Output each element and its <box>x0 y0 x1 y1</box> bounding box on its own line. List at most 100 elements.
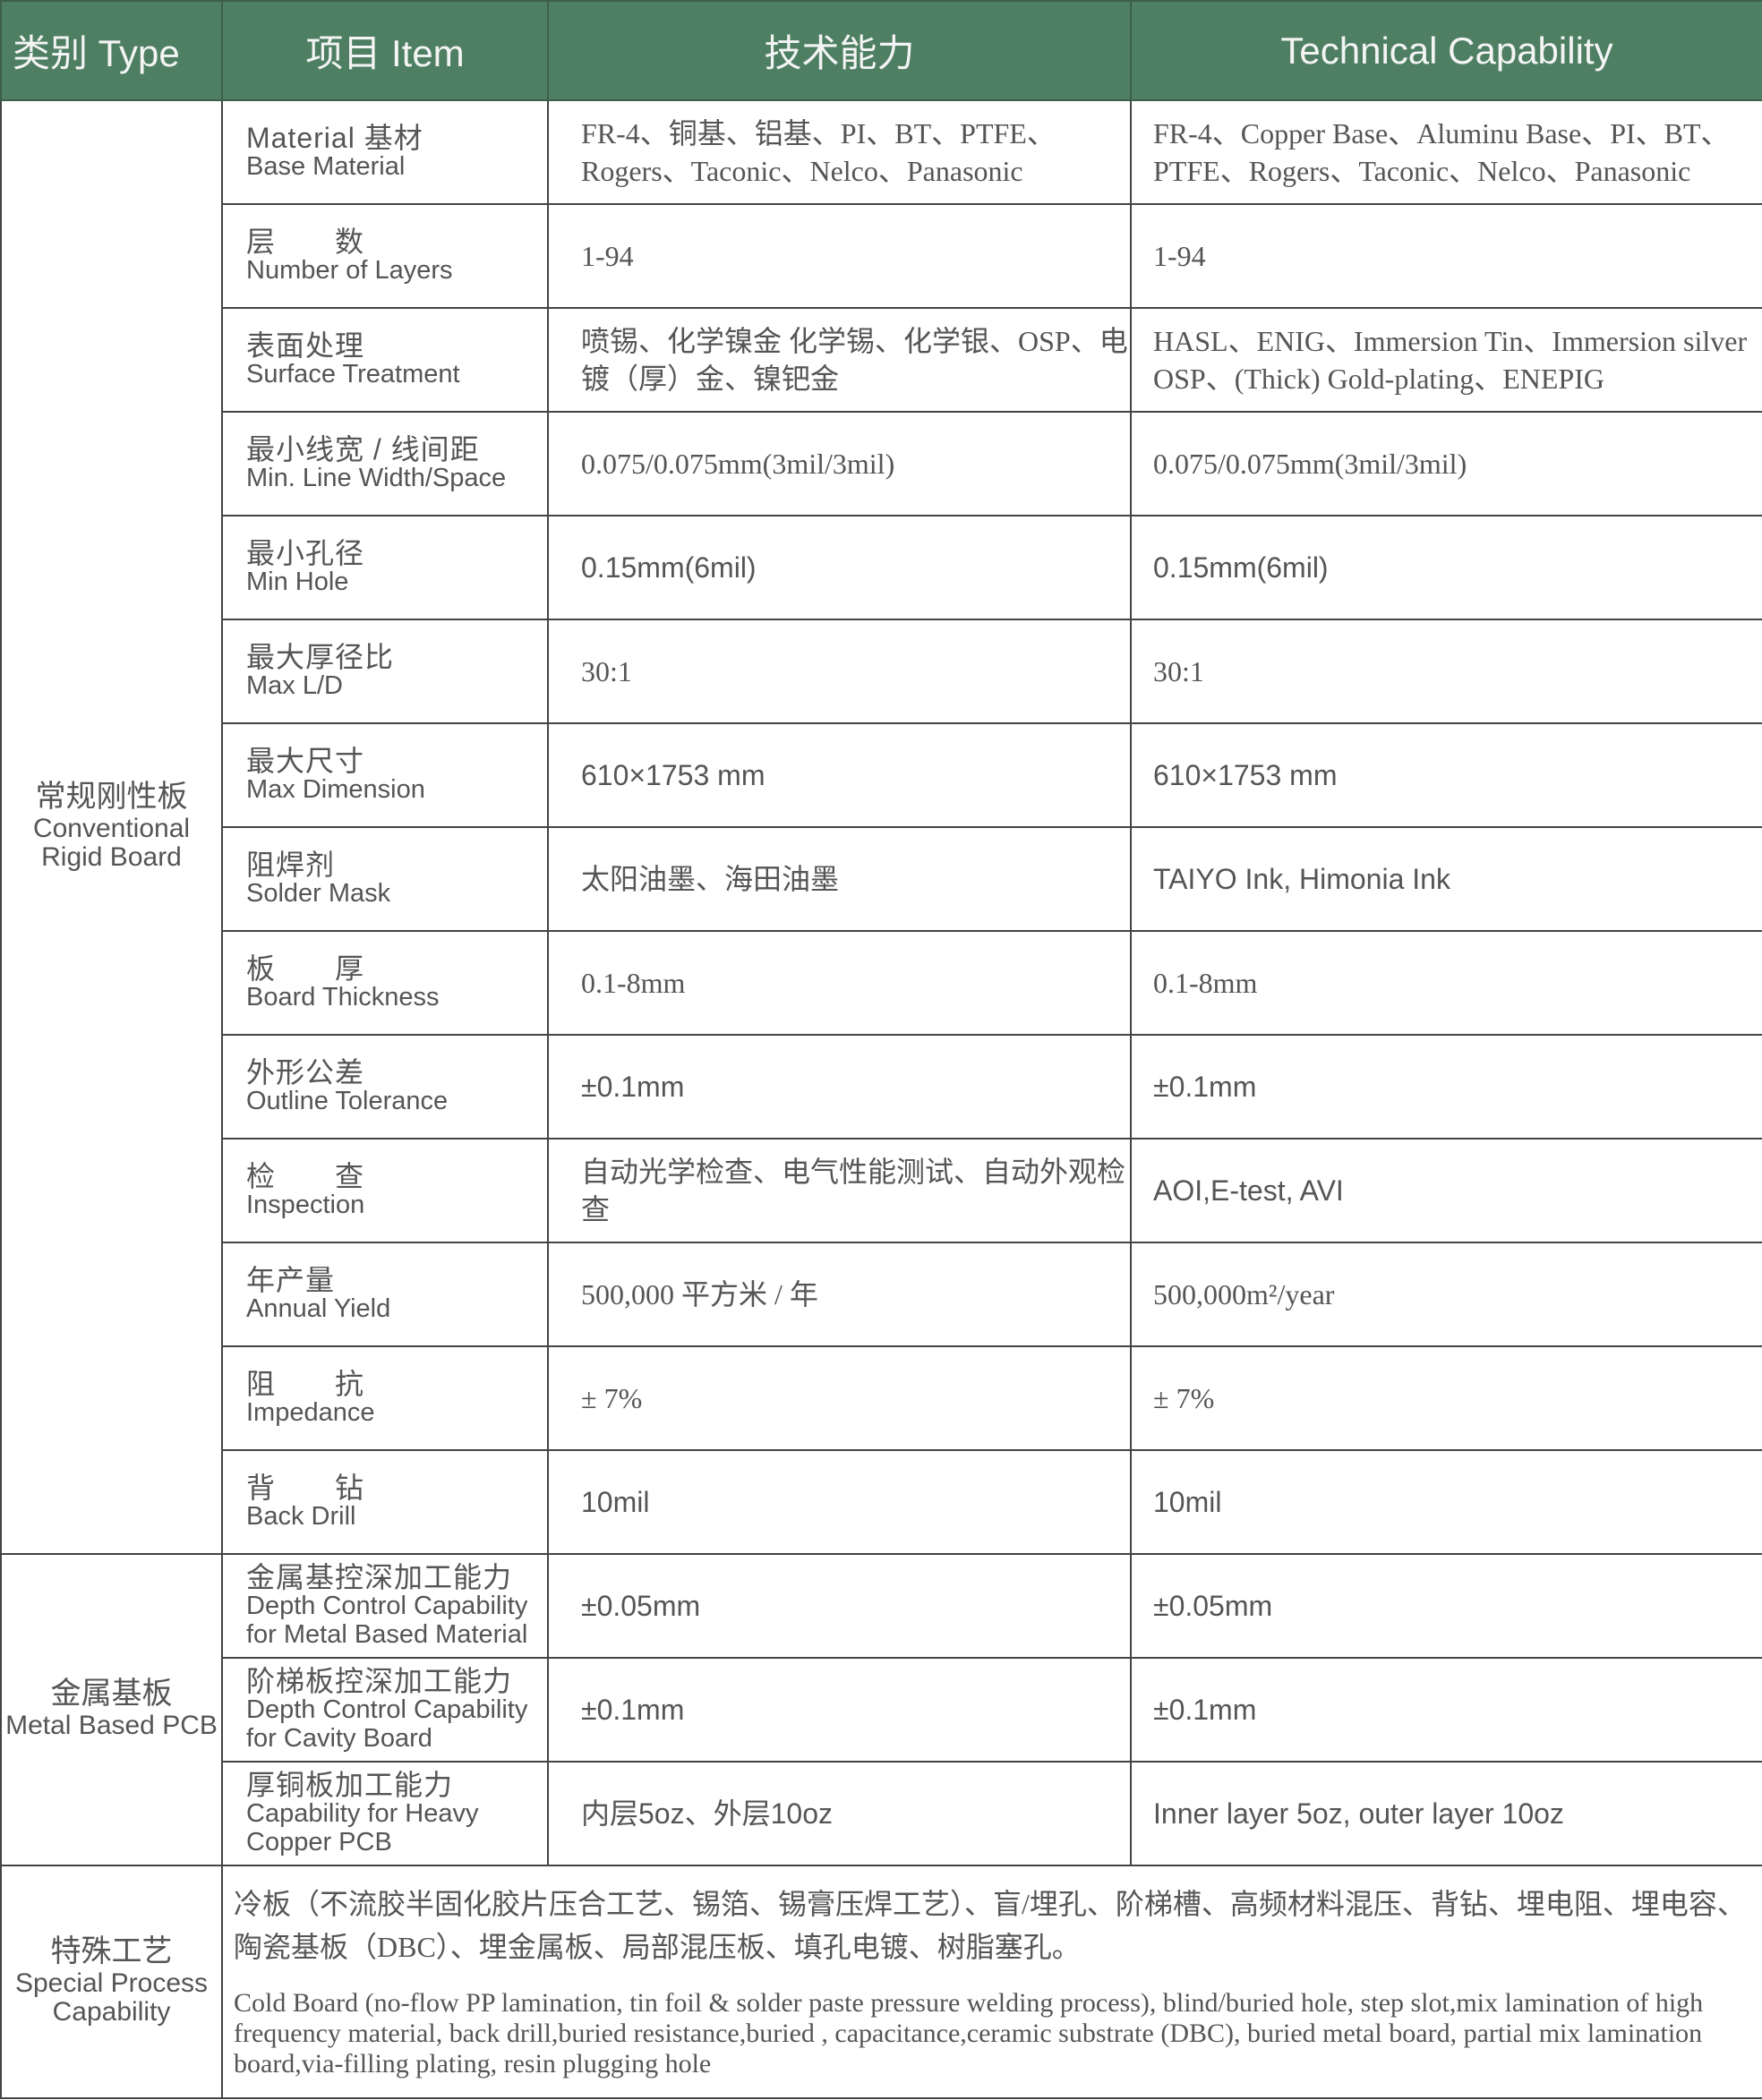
item-cell: 年产量 Annual Yield <box>221 1242 549 1347</box>
item-en: Impedance <box>246 1398 375 1427</box>
item-zh: 检 查 <box>246 1160 365 1192</box>
item-en: Max Dimension <box>246 775 425 804</box>
item-cell: 检 查 Inspection <box>221 1138 549 1243</box>
item-cell: 最大厚径比 Max L/D <box>221 619 549 724</box>
table-row: 层 数 Number of Layers 1-94 1-94 <box>1 203 1762 309</box>
table-row: 阶梯板控深加工能力 Depth Control Capability for C… <box>1 1657 1762 1763</box>
table-row: 表面处理 Surface Treatment 喷锡、化学镍金 化学锡、化学银、O… <box>1 307 1762 413</box>
capability-en: ±0.1mm <box>1130 1034 1762 1140</box>
item-en: Inspection <box>246 1191 365 1219</box>
item-cell: 阶梯板控深加工能力 Depth Control Capability for C… <box>221 1657 549 1763</box>
capability-zh: 610×1753 mm <box>547 722 1132 828</box>
item-zh: 最大尺寸 <box>246 745 365 777</box>
category-cell: 特殊工艺 Special Process Capability <box>0 1865 223 2099</box>
special-row: 特殊工艺 Special Process Capability 冷板（不流胶半固… <box>0 1865 1762 2099</box>
table-row: 最小孔径 Min Hole 0.15mm(6mil) 0.15mm(6mil) <box>1 515 1762 620</box>
item-zh: 最小孔径 <box>246 537 365 569</box>
table-row: 常规刚性板 Conventional Rigid Board Material … <box>0 99 1762 1555</box>
capability-zh: ±0.1mm <box>547 1657 1132 1763</box>
category-cell: 常规刚性板 Conventional Rigid Board <box>0 99 223 1555</box>
item-cell: 背 钻 Back Drill <box>221 1449 549 1555</box>
item-en: Surface Treatment <box>246 360 460 388</box>
item-cell: 金属基控深加工能力 Depth Control Capability for M… <box>221 1553 549 1659</box>
capability-zh: 10mil <box>547 1449 1132 1555</box>
item-en: Min Hole <box>246 568 349 596</box>
item-cell: 最小线宽 / 线间距 Min. Line Width/Space <box>221 411 549 516</box>
capability-en: 0.1-8mm <box>1130 930 1762 1036</box>
item-en: Max L/D <box>246 671 343 700</box>
capability-en: AOI,E-test, AVI <box>1130 1138 1762 1243</box>
capability-zh: 1-94 <box>547 203 1132 309</box>
item-zh: 表面处理 <box>246 329 365 362</box>
table-row: 金属基板 Metal Based PCB 金属基控深加工能力 Depth Con… <box>0 1553 1762 1866</box>
item-zh: 阻 抗 <box>246 1368 365 1400</box>
header-row: 类别 Type 项目 Item 技术能力 Technical Capabilit… <box>0 0 1762 101</box>
capability-zh: ±0.05mm <box>547 1553 1132 1659</box>
table-row: 厚铜板加工能力 Capability for Heavy Copper PCB … <box>1 1761 1762 1866</box>
item-cell: 阻焊剂 Solder Mask <box>221 826 549 932</box>
category-zh: 常规刚性板 <box>35 780 188 814</box>
item-cell: 表面处理 Surface Treatment <box>221 307 549 413</box>
capability-zh: 自动光学检查、电气性能测试、自动外观检查 <box>547 1138 1132 1243</box>
capability-en: 0.15mm(6mil) <box>1130 515 1762 620</box>
item-zh: 板 厚 <box>246 952 365 985</box>
item-zh: 外形公差 <box>246 1056 365 1088</box>
item-cell: 最大尺寸 Max Dimension <box>221 722 549 828</box>
capability-en: 500,000m²/year <box>1130 1242 1762 1347</box>
table-row: 最小线宽 / 线间距 Min. Line Width/Space 0.075/0… <box>1 411 1762 516</box>
capability-zh: 喷锡、化学镍金 化学锡、化学银、OSP、电镀（厚）金、镍钯金 <box>547 307 1132 413</box>
capability-en: FR-4、Copper Base、Aluminu Base、PI、BT、PTFE… <box>1130 99 1762 205</box>
table-row: 背 钻 Back Drill 10mil 10mil <box>1 1449 1762 1555</box>
header-capability-zh: 技术能力 <box>547 0 1132 101</box>
item-en: Number of Layers <box>246 256 453 285</box>
table-row: 板 厚 Board Thickness 0.1-8mm 0.1-8mm <box>1 930 1762 1036</box>
item-en: Depth Control Capability for Cavity Boar… <box>246 1695 528 1753</box>
capability-en: 30:1 <box>1130 619 1762 724</box>
item-zh: 背 钻 <box>246 1472 365 1504</box>
header-capability-en: Technical Capability <box>1130 0 1762 101</box>
capability-zh: 30:1 <box>547 619 1132 724</box>
item-en: Capability for Heavy Copper PCB <box>246 1799 479 1857</box>
item-zh: 阶梯板控深加工能力 <box>246 1665 513 1697</box>
item-en: Annual Yield <box>246 1294 391 1323</box>
capability-zh: 0.1-8mm <box>547 930 1132 1036</box>
capability-zh: 0.075/0.075mm(3mil/3mil) <box>547 411 1132 516</box>
table-row: 最大尺寸 Max Dimension 610×1753 mm 610×1753 … <box>1 722 1762 828</box>
capability-en: 610×1753 mm <box>1130 722 1762 828</box>
capability-zh: 500,000 平方米 / 年 <box>547 1242 1132 1347</box>
capability-en: TAIYO Ink, Himonia Ink <box>1130 826 1762 932</box>
capability-en: HASL、ENIG、Immersion Tin、Immersion silver… <box>1130 307 1762 413</box>
item-en: Outline Tolerance <box>246 1087 449 1115</box>
item-cell: 板 厚 Board Thickness <box>221 930 549 1036</box>
capability-en: 1-94 <box>1130 203 1762 309</box>
item-zh: 年产量 <box>246 1264 336 1296</box>
item-en: Back Drill <box>246 1502 356 1531</box>
item-en: Depth Control Capability for Metal Based… <box>246 1592 528 1649</box>
special-process-cell: 冷板（不流胶半固化胶片压合工艺、锡箔、锡膏压焊工艺）、盲/埋孔、阶梯槽、高频材料… <box>221 1865 1762 2099</box>
item-zh: 最小线宽 / 线间距 <box>246 433 480 465</box>
item-zh: 金属基控深加工能力 <box>246 1561 513 1593</box>
item-cell: Material 基材 Base Material <box>221 99 549 205</box>
category-en: Special Process Capability <box>14 1968 209 2027</box>
item-en: Board Thickness <box>246 983 440 1012</box>
item-zh: 厚铜板加工能力 <box>246 1769 454 1801</box>
capability-zh: 内层5oz、外层10oz <box>547 1761 1132 1866</box>
item-cell: 最小孔径 Min Hole <box>221 515 549 620</box>
capability-en: ± 7% <box>1130 1345 1762 1451</box>
capability-en: ±0.1mm <box>1130 1657 1762 1763</box>
capability-zh: ±0.1mm <box>547 1034 1132 1140</box>
category-en: Conventional Rigid Board <box>32 814 191 872</box>
category-cell: 金属基板 Metal Based PCB <box>0 1553 223 1866</box>
item-zh: Material 基材 <box>246 122 423 154</box>
item-en: Solder Mask <box>246 879 391 908</box>
item-zh: 阻焊剂 <box>246 849 336 881</box>
capability-zh: 太阳油墨、海田油墨 <box>547 826 1132 932</box>
capability-en: Inner layer 5oz, outer layer 10oz <box>1130 1761 1762 1866</box>
special-en: Cold Board (no-flow PP lamination, tin f… <box>234 1988 1704 2079</box>
header-item: 项目 Item <box>221 0 549 101</box>
table-row: 年产量 Annual Yield 500,000 平方米 / 年 500,000… <box>1 1242 1762 1347</box>
item-en: Base Material <box>246 152 406 181</box>
capability-en: 10mil <box>1130 1449 1762 1555</box>
item-en: Min. Line Width/Space <box>246 464 507 492</box>
